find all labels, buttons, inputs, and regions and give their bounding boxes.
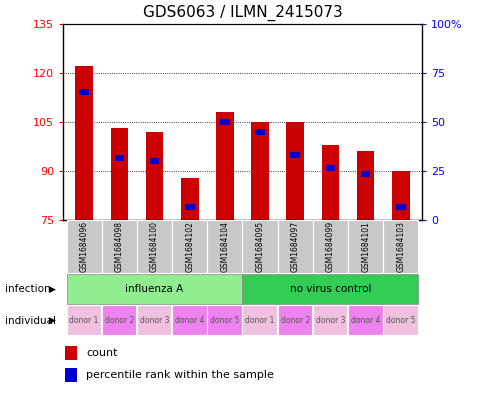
Bar [290, 152, 300, 158]
Bar [348, 305, 382, 335]
Bar [391, 171, 409, 220]
Bar [66, 220, 102, 273]
Text: count: count [86, 348, 118, 358]
Bar [321, 145, 339, 220]
Bar [382, 305, 417, 335]
Text: donor 5: donor 5 [210, 316, 239, 325]
Bar [251, 122, 268, 220]
Text: GSM1684104: GSM1684104 [220, 221, 229, 272]
Text: GSM1684099: GSM1684099 [325, 221, 334, 272]
Bar [348, 220, 382, 273]
Text: percentile rank within the sample: percentile rank within the sample [86, 370, 273, 380]
Bar [277, 220, 312, 273]
Text: individual: individual [5, 316, 56, 326]
Text: no virus control: no virus control [289, 284, 370, 294]
Bar [181, 178, 198, 220]
Bar [184, 204, 194, 210]
Bar [277, 305, 312, 335]
Bar [216, 112, 233, 220]
Title: GDS6063 / ILMN_2415073: GDS6063 / ILMN_2415073 [142, 5, 342, 21]
Bar [136, 305, 171, 335]
Bar [79, 90, 89, 95]
Text: infection: infection [5, 284, 50, 294]
Bar [312, 305, 347, 335]
Bar [220, 119, 229, 125]
Text: GSM1684096: GSM1684096 [79, 221, 89, 272]
Bar [65, 368, 77, 382]
Bar [242, 220, 277, 273]
Bar [286, 122, 303, 220]
Text: GSM1684100: GSM1684100 [150, 221, 159, 272]
Bar [360, 171, 370, 177]
Text: donor 4: donor 4 [350, 316, 379, 325]
Text: GSM1684102: GSM1684102 [185, 221, 194, 272]
Bar [242, 305, 276, 335]
Text: ▶: ▶ [48, 316, 55, 325]
Bar [75, 66, 93, 220]
Bar [312, 220, 348, 273]
Bar [242, 274, 417, 304]
Text: GSM1684097: GSM1684097 [290, 221, 299, 272]
Text: GSM1684103: GSM1684103 [395, 221, 405, 272]
Bar [150, 158, 159, 164]
Text: GSM1684101: GSM1684101 [361, 221, 369, 272]
Text: donor 1: donor 1 [245, 316, 274, 325]
Bar [207, 220, 242, 273]
Bar [172, 305, 206, 335]
Bar [66, 274, 242, 304]
Text: donor 5: donor 5 [385, 316, 415, 325]
Text: GSM1684095: GSM1684095 [255, 221, 264, 272]
Bar [395, 204, 405, 210]
Bar [66, 305, 101, 335]
Bar [102, 220, 136, 273]
Text: ▶: ▶ [48, 285, 55, 294]
Bar [207, 305, 242, 335]
Bar [356, 151, 374, 220]
Bar [172, 220, 207, 273]
Text: donor 3: donor 3 [315, 316, 345, 325]
Bar [325, 165, 334, 171]
Text: donor 2: donor 2 [280, 316, 309, 325]
Bar [255, 129, 264, 135]
Bar [110, 129, 128, 220]
Text: GSM1684098: GSM1684098 [115, 221, 123, 272]
Text: donor 3: donor 3 [139, 316, 169, 325]
Bar [382, 220, 418, 273]
Bar [136, 220, 172, 273]
Bar [145, 132, 163, 220]
Bar [102, 305, 136, 335]
Text: donor 4: donor 4 [175, 316, 204, 325]
Bar [65, 346, 77, 360]
Bar [114, 155, 124, 161]
Text: donor 2: donor 2 [105, 316, 134, 325]
Text: donor 1: donor 1 [69, 316, 99, 325]
Text: influenza A: influenza A [125, 284, 183, 294]
